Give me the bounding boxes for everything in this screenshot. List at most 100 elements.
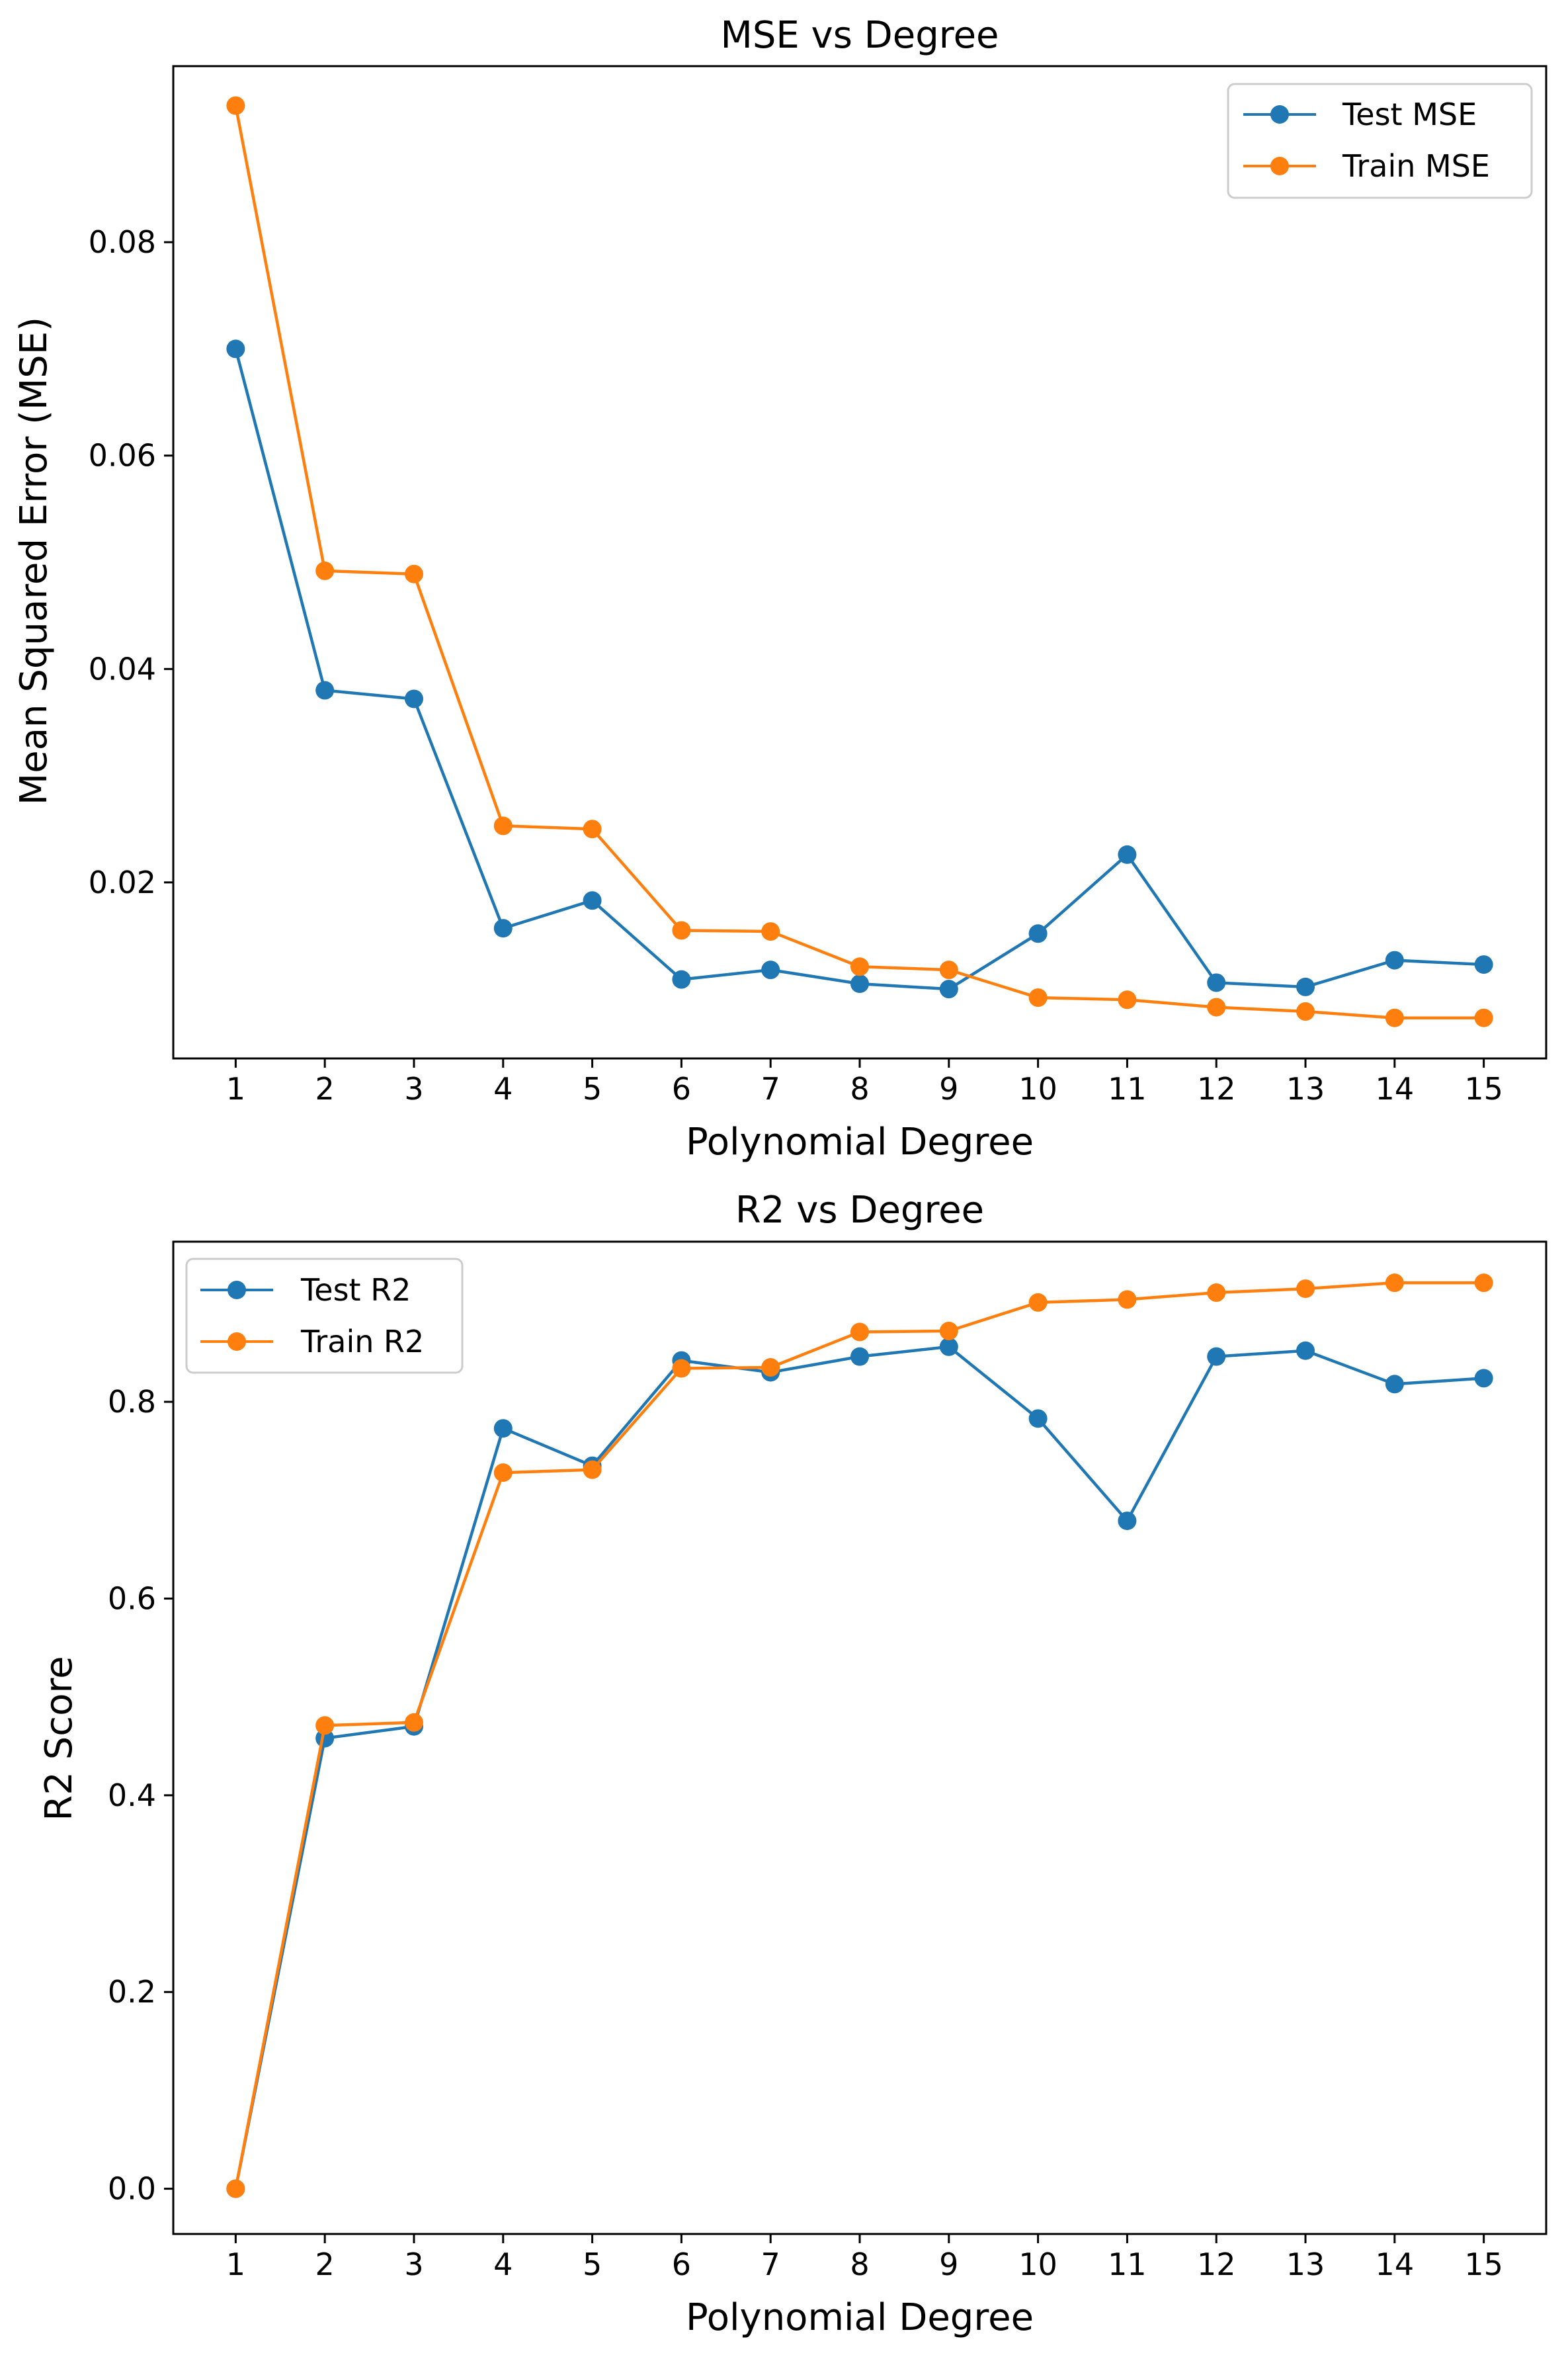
mse-series-0-point: [761, 961, 780, 980]
mse-series-0-point: [226, 339, 245, 359]
mse-series-0-point: [1118, 845, 1137, 864]
mse-chart-x-axis-label: Polynomial Degree: [686, 1121, 1034, 1164]
r2-chart-y-axis-label: R2 Score: [38, 1656, 81, 1821]
r2-series-0-point: [1385, 1375, 1404, 1394]
r2-series-1-point: [1296, 1279, 1315, 1299]
mse-series-0-point: [583, 891, 602, 910]
r2-y-tick-label: 0.2: [108, 1974, 156, 2010]
mse-x-tick-label: 9: [939, 1071, 958, 1107]
mse-series-0-point: [404, 689, 423, 708]
r2-x-tick-label: 7: [761, 2247, 780, 2282]
mse-x-tick-label: 1: [226, 1071, 245, 1107]
r2-legend-train-marker: [227, 1332, 246, 1351]
mse-series-0-point: [939, 980, 958, 999]
r2-series-1-point: [1207, 1283, 1226, 1303]
mse-x-tick-label: 5: [583, 1071, 602, 1107]
r2-x-tick-label: 8: [850, 2247, 869, 2282]
r2-series-0-point: [1207, 1347, 1226, 1366]
mse-series-0-point: [1028, 924, 1048, 943]
r2-legend-frame: [185, 1258, 464, 1374]
mse-series-1-point: [583, 820, 602, 839]
r2-chart: R2 vs Degree Polynomial Degree R2 Score …: [38, 1189, 1547, 2339]
r2-series-0-point: [493, 1419, 513, 1438]
r2-series-0-point: [1118, 1511, 1137, 1530]
mse-chart-legend: Test MSE Train MSE: [1227, 83, 1533, 199]
mse-chart-y-axis-label: Mean Squared Error (MSE): [13, 317, 56, 805]
mse-series-1-point: [1385, 1008, 1404, 1027]
mse-series-1-point: [404, 564, 423, 583]
mse-series-1-point: [1207, 998, 1226, 1017]
mse-series-0-point: [1474, 955, 1493, 974]
mse-series-1-point: [1296, 1002, 1315, 1021]
r2-x-tick-label: 15: [1464, 2247, 1503, 2282]
mse-series-1-point: [761, 922, 780, 941]
r2-y-tick-label: 0.6: [108, 1580, 156, 1616]
mse-chart-title: MSE vs Degree: [721, 14, 999, 57]
r2-y-tick-label: 0.4: [108, 1778, 156, 1813]
r2-chart-plot-area: 1 2 3 4 5 6 7 8 9 10 11 12 13 14 150.00.20.40.60.8: [108, 1240, 1547, 2282]
mse-y-tick-label: 0.02: [89, 865, 156, 900]
r2-y-tick-label: 0.8: [108, 1384, 156, 1420]
mse-x-tick-label: 7: [761, 1071, 780, 1107]
mse-chart: MSE vs Degree Polynomial Degree Mean Squ…: [13, 14, 1547, 1164]
mse-series-1-point: [1118, 990, 1137, 1009]
r2-series-1-point: [1028, 1293, 1048, 1312]
mse-legend-test-marker: [1270, 105, 1289, 124]
mse-series-0-point: [1207, 973, 1226, 992]
mse-series-1-point: [1028, 988, 1048, 1008]
mse-chart-plot-area: 1 2 3 4 5 6 7 8 9 10 11 12 13 14 150.020.040.060.08: [89, 65, 1547, 1107]
mse-series-0-point: [850, 974, 869, 994]
r2-series-0-point: [1474, 1369, 1493, 1388]
mse-x-tick-label: 11: [1108, 1071, 1147, 1107]
r2-legend-train-label: Train R2: [300, 1324, 424, 1359]
r2-x-tick-label: 11: [1108, 2247, 1147, 2282]
r2-series-1-point: [404, 1713, 423, 1732]
r2-series-1-point: [1118, 1290, 1137, 1309]
r2-x-tick-label: 1: [226, 2247, 245, 2282]
r2-chart-title: R2 vs Degree: [735, 1189, 984, 1232]
r2-x-tick-label: 13: [1286, 2247, 1325, 2282]
mse-x-tick-label: 15: [1464, 1071, 1503, 1107]
mse-series-0-point: [493, 919, 513, 938]
r2-series-0-point: [850, 1347, 869, 1366]
r2-x-tick-label: 4: [493, 2247, 513, 2282]
r2-series-1-point: [761, 1358, 780, 1377]
mse-series-0-point: [1385, 951, 1404, 970]
mse-legend-train-label: Train MSE: [1342, 148, 1490, 184]
mse-series-0-point: [672, 970, 691, 989]
r2-x-tick-label: 10: [1018, 2247, 1057, 2282]
mse-series-1-point: [315, 561, 335, 580]
r2-series-1-point: [939, 1322, 958, 1341]
mse-x-tick-label: 12: [1197, 1071, 1236, 1107]
r2-series-1-point: [493, 1463, 513, 1482]
mse-y-tick-label: 0.04: [89, 651, 156, 687]
mse-series-1-point: [850, 957, 869, 976]
r2-y-tick-label: 0.0: [108, 2171, 156, 2207]
r2-series-1-point: [672, 1359, 691, 1378]
r2-x-tick-label: 12: [1197, 2247, 1236, 2282]
mse-series-1-point: [672, 921, 691, 940]
mse-series-1-point: [939, 961, 958, 980]
r2-series-0-point: [1296, 1341, 1315, 1360]
r2-series-1-point: [226, 2179, 245, 2198]
mse-x-tick-label: 10: [1018, 1071, 1057, 1107]
mse-series-1-point: [1474, 1008, 1493, 1027]
r2-series-1-point: [1385, 1273, 1404, 1293]
mse-y-tick-label: 0.08: [89, 224, 156, 260]
mse-x-tick-label: 4: [493, 1071, 513, 1107]
r2-x-tick-label: 9: [939, 2247, 958, 2282]
r2-legend-test-label: Test R2: [300, 1272, 411, 1308]
r2-x-tick-label: 5: [583, 2247, 602, 2282]
mse-series-0-point: [1296, 977, 1315, 996]
r2-chart-legend: Test R2 Train R2: [185, 1258, 464, 1374]
r2-x-tick-label: 6: [672, 2247, 691, 2282]
r2-series-1-point: [315, 1716, 335, 1735]
mse-x-tick-label: 13: [1286, 1071, 1325, 1107]
mse-series-1-point: [493, 816, 513, 836]
mse-series-0-point: [315, 681, 335, 700]
r2-legend-test-marker: [227, 1281, 246, 1299]
mse-x-tick-label: 2: [315, 1071, 335, 1107]
r2-x-tick-label: 2: [315, 2247, 335, 2282]
